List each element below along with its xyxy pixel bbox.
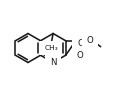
Text: O: O [76,51,83,60]
Text: Cl: Cl [77,39,85,48]
Text: O: O [87,36,93,45]
Text: CH₃: CH₃ [44,45,58,51]
Text: N: N [50,58,56,67]
